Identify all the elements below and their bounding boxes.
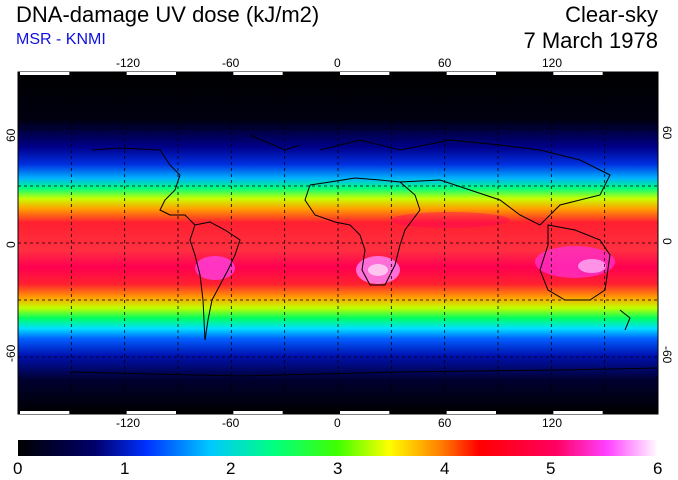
colorbar-label: 1 (120, 459, 130, 478)
colorbar (18, 440, 658, 456)
map-frame (17, 71, 659, 415)
frame-tick-bar (553, 411, 603, 414)
lat-tick-left: 60 (4, 128, 18, 142)
frame-ticks (20, 72, 603, 414)
colorbar-label: 5 (546, 459, 556, 478)
frame-tick-bar (233, 411, 283, 414)
graticule (18, 72, 658, 414)
colorbar-label: 4 (440, 459, 450, 478)
lat-tick-right: 0 (660, 238, 674, 245)
lon-tick-bottom: 60 (438, 416, 452, 430)
frame-tick-bar (553, 72, 603, 75)
lon-tick-top: 0 (334, 56, 341, 70)
frame-tick-bar (126, 411, 176, 414)
frame-tick-bar (446, 72, 496, 75)
frame-tick-bar (340, 72, 390, 75)
high-dose-patches (195, 212, 615, 284)
frame-tick-bar (446, 411, 496, 414)
lon-tick-bottom: 0 (334, 416, 341, 430)
lon-tick-top: -120 (116, 56, 141, 70)
source-label: MSR - KNMI (16, 31, 106, 48)
lat-tick-right: 60 (660, 126, 674, 140)
frame-tick-bar (20, 72, 70, 75)
lat-tick-left: -60 (4, 344, 18, 362)
date-label: 7 March 1978 (523, 28, 658, 53)
lon-tick-bottom: 120 (542, 416, 563, 430)
lon-tick-top: 60 (438, 56, 452, 70)
colorbar-label: 0 (13, 459, 23, 478)
frame-tick-bar (20, 411, 70, 414)
lon-tick-bottom: -60 (222, 416, 240, 430)
frame-tick-bar (126, 72, 176, 75)
map-title: DNA-damage UV dose (kJ/m2) (16, 2, 320, 27)
lon-tick-top: 120 (542, 56, 563, 70)
sky-condition-label: Clear-sky (565, 2, 658, 27)
colorbar-label: 3 (333, 459, 343, 478)
coastlines (69, 134, 658, 377)
lon-tick-bottom: -120 (116, 416, 141, 430)
colorbar-label: 2 (226, 459, 236, 478)
lat-tick-right: -60 (660, 346, 674, 364)
colorbar-label: 6 (653, 459, 663, 478)
lon-tick-top: -60 (222, 56, 240, 70)
lat-tick-left: 0 (4, 241, 18, 248)
frame-tick-bar (233, 72, 283, 75)
frame-tick-bar (340, 411, 390, 414)
